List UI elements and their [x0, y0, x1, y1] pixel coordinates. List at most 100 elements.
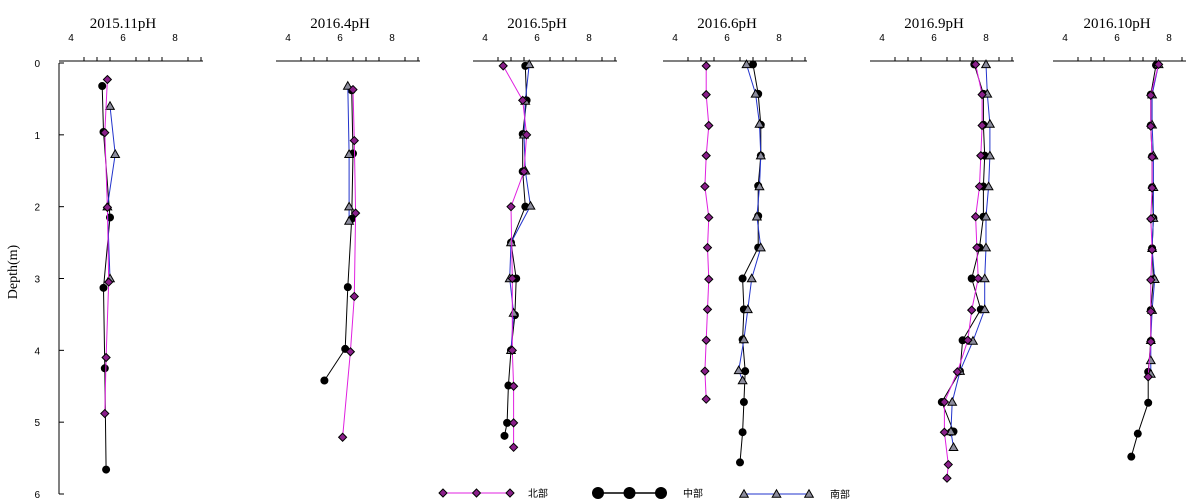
data-point-north [519, 166, 529, 177]
legend-marker [655, 487, 667, 499]
data-point-south [979, 273, 990, 283]
series-north [1143, 59, 1164, 382]
data-point-north [1147, 152, 1157, 162]
y-axis-label: Depth(m) [6, 244, 21, 299]
x-tick-label: 4 [285, 33, 291, 44]
data-point-north [1146, 306, 1156, 317]
data-point-south [1145, 355, 1156, 365]
data-point-middle [738, 428, 747, 437]
data-point-south [524, 59, 535, 69]
data-point-north [701, 150, 711, 161]
x-tick-label: 4 [672, 33, 678, 44]
data-point-north [498, 61, 508, 71]
series-line-middle [504, 65, 528, 436]
data-point-north [507, 273, 518, 284]
data-point-north [348, 84, 358, 95]
series-south [342, 80, 355, 225]
data-point-north [1146, 275, 1156, 285]
data-point-middle [1127, 452, 1136, 461]
data-point-north [507, 345, 518, 356]
legend-marker [592, 487, 604, 499]
data-point-north [942, 473, 952, 483]
x-tick-label: 8 [983, 33, 989, 44]
data-point-south [104, 100, 116, 110]
legend-label: 南部 [830, 488, 850, 499]
data-point-north [943, 459, 954, 470]
data-point-north [963, 335, 973, 345]
data-point-north [701, 335, 711, 345]
y-tick-label: 3 [34, 275, 40, 286]
data-point-north [701, 394, 711, 404]
data-point-north [1153, 59, 1164, 70]
panel-1: 2015.11pH 4 6 8 [59, 16, 203, 474]
series-line-north [704, 65, 710, 400]
series-north [100, 74, 114, 419]
data-point-south [755, 242, 766, 252]
legend: 北部 中部 南部 [438, 487, 850, 499]
data-point-north [1146, 121, 1156, 131]
x-tick-label: 6 [931, 33, 937, 44]
x-tick-label: 6 [534, 33, 540, 44]
data-point-south [746, 273, 757, 283]
data-point-north [100, 408, 110, 419]
series-north [337, 84, 361, 442]
data-point-north [939, 427, 950, 437]
data-point-middle [99, 283, 108, 292]
data-point-south [525, 200, 536, 210]
data-point-north [102, 74, 113, 85]
data-point-north [977, 89, 987, 100]
data-point-north [700, 366, 710, 376]
series-line-south [738, 64, 762, 381]
y-tick-label: 5 [34, 418, 40, 429]
legend-marker [803, 488, 815, 498]
data-point-south [505, 237, 517, 247]
data-point-north [100, 127, 110, 138]
panel-title: 2015.11pH [90, 16, 157, 32]
data-point-north [704, 274, 714, 284]
data-point-south [737, 375, 748, 385]
y-axis: 0 1 2 3 4 5 6 [34, 59, 64, 499]
data-point-north [701, 61, 711, 71]
data-point-middle [98, 81, 107, 90]
data-point-north [506, 201, 516, 212]
x-tick-label: 6 [120, 33, 126, 44]
series-line-north [342, 89, 357, 438]
data-point-south [343, 148, 355, 158]
y-tick-label: 2 [34, 203, 40, 214]
data-point-south [733, 365, 744, 375]
data-point-north [350, 208, 361, 218]
data-point-north [1143, 372, 1153, 382]
data-point-middle [1144, 398, 1153, 407]
data-point-north [101, 352, 111, 363]
panel-title: 2016.6pH [697, 16, 757, 32]
data-point-north [337, 432, 348, 442]
data-point-north [704, 212, 714, 223]
series-north [939, 59, 987, 483]
data-point-south [754, 118, 765, 128]
panel-6: 2016.10pH 4 6 8 [1053, 16, 1186, 461]
data-point-south [750, 88, 761, 98]
y-tick-label: 4 [34, 346, 40, 357]
data-point-middle [100, 364, 109, 373]
data-point-north [1147, 245, 1157, 255]
panel-3: 2016.5pH 4 6 8 [473, 16, 617, 453]
data-point-north [970, 59, 981, 70]
panel-2: 2016.4pH 4 6 8 [276, 16, 420, 442]
x-tick-label: 8 [172, 33, 178, 44]
panel-5: 2016.9pH 4 6 8 [870, 16, 1014, 483]
data-point-south [979, 304, 990, 314]
data-point-middle [320, 376, 329, 385]
data-point-south [754, 181, 765, 191]
y-tick-label: 6 [34, 490, 40, 499]
data-point-north [345, 347, 356, 357]
data-point-north [970, 212, 981, 222]
legend-label: 北部 [528, 487, 548, 499]
data-point-north [1146, 337, 1156, 347]
data-point-north [349, 135, 360, 146]
x-tick-label: 8 [389, 33, 395, 44]
data-point-south [342, 80, 353, 90]
series-line-north [502, 65, 528, 448]
data-point-south [945, 426, 957, 436]
data-point-middle [738, 274, 747, 283]
